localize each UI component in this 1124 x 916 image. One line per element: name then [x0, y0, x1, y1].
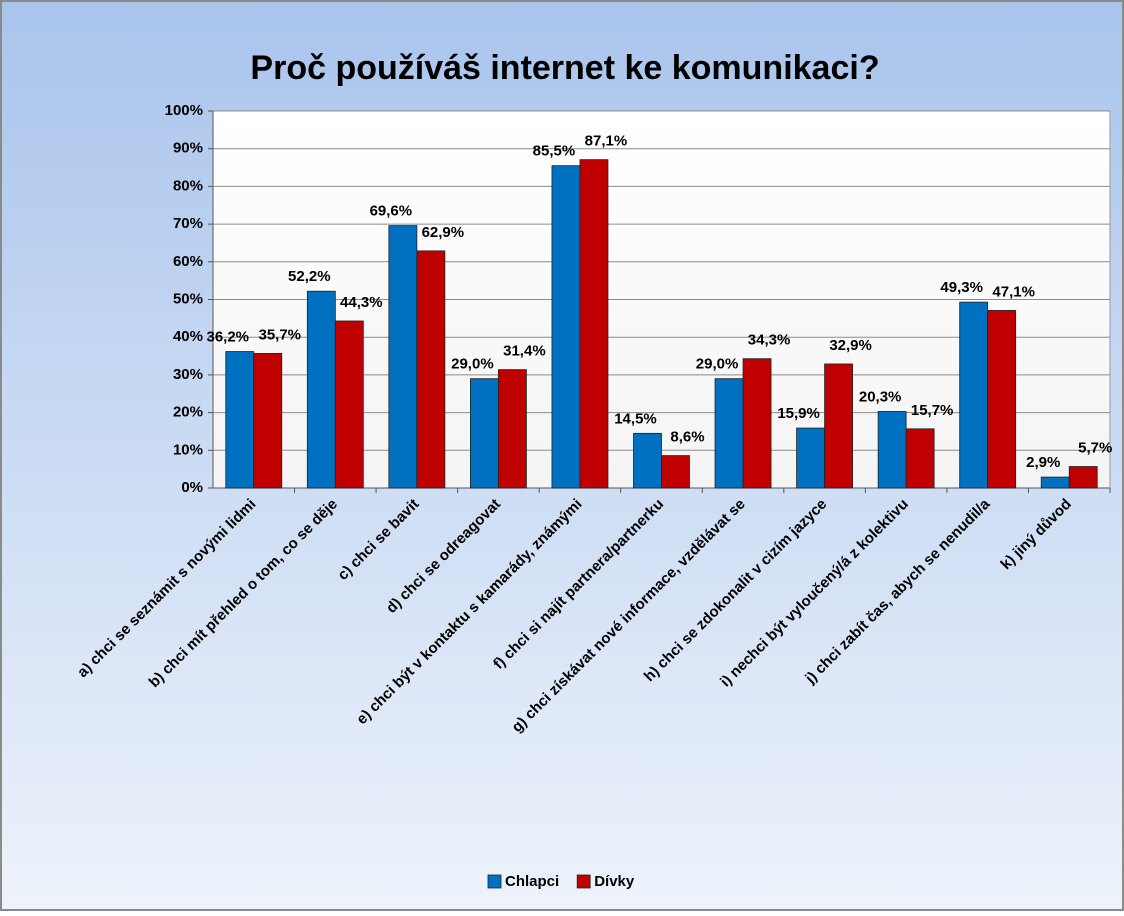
bar — [334, 320, 364, 489]
bar — [253, 353, 283, 489]
bar — [742, 358, 772, 489]
y-tick-label: 80% — [173, 177, 203, 194]
data-label: 20,3% — [859, 388, 902, 405]
bar — [714, 378, 744, 489]
data-label: 87,1% — [585, 133, 628, 150]
data-label: 2,9% — [1026, 454, 1060, 471]
y-tick-label: 60% — [173, 253, 203, 270]
legend-swatch — [576, 874, 591, 889]
y-tick-label: 90% — [173, 140, 203, 157]
y-tick-label: 30% — [173, 366, 203, 383]
chart-title: Proč používáš internet ke komunikaci? — [250, 49, 879, 87]
bar — [1040, 476, 1070, 489]
data-label: 29,0% — [451, 356, 494, 373]
bar — [959, 301, 989, 489]
data-label: 69,6% — [370, 203, 413, 220]
bar — [987, 310, 1017, 489]
bar — [498, 369, 527, 489]
data-label: 62,9% — [422, 224, 465, 241]
bar — [306, 290, 336, 489]
legend-label: Dívky — [594, 873, 635, 890]
legend-swatch — [487, 874, 502, 889]
y-tick-label: 70% — [173, 215, 203, 232]
y-tick-label: 40% — [173, 328, 203, 345]
data-label: 34,3% — [748, 332, 791, 349]
bar — [796, 427, 825, 489]
bar — [470, 378, 499, 489]
data-label: 15,7% — [911, 402, 954, 419]
bar — [579, 159, 609, 489]
y-tick-label: 100% — [165, 102, 203, 119]
bar — [388, 225, 418, 489]
bar — [225, 351, 255, 489]
bar — [824, 363, 853, 489]
data-label: 35,7% — [258, 326, 301, 343]
legend-label: Chlapci — [505, 873, 559, 890]
data-label: 49,3% — [940, 279, 983, 296]
data-label: 5,7% — [1078, 439, 1112, 456]
bar — [416, 250, 446, 489]
data-label: 36,2% — [206, 328, 249, 345]
y-tick-label: 20% — [173, 404, 203, 421]
data-label: 31,4% — [503, 343, 546, 360]
data-label: 29,0% — [696, 356, 739, 373]
data-label: 8,6% — [670, 429, 704, 446]
bar — [633, 432, 662, 489]
bar — [905, 428, 935, 489]
data-label: 32,9% — [829, 337, 872, 354]
y-tick-label: 10% — [173, 441, 203, 458]
bar — [551, 165, 581, 489]
data-label: 47,1% — [992, 283, 1035, 300]
data-label: 52,2% — [288, 268, 331, 285]
data-label: 15,9% — [777, 405, 820, 422]
data-label: 14,5% — [614, 410, 657, 427]
data-label: 44,3% — [340, 294, 383, 311]
y-tick-label: 0% — [181, 479, 203, 496]
bar — [661, 455, 690, 489]
bar — [1068, 466, 1098, 489]
data-label: 85,5% — [533, 143, 576, 160]
bar — [877, 411, 907, 489]
y-tick-label: 50% — [173, 290, 203, 307]
